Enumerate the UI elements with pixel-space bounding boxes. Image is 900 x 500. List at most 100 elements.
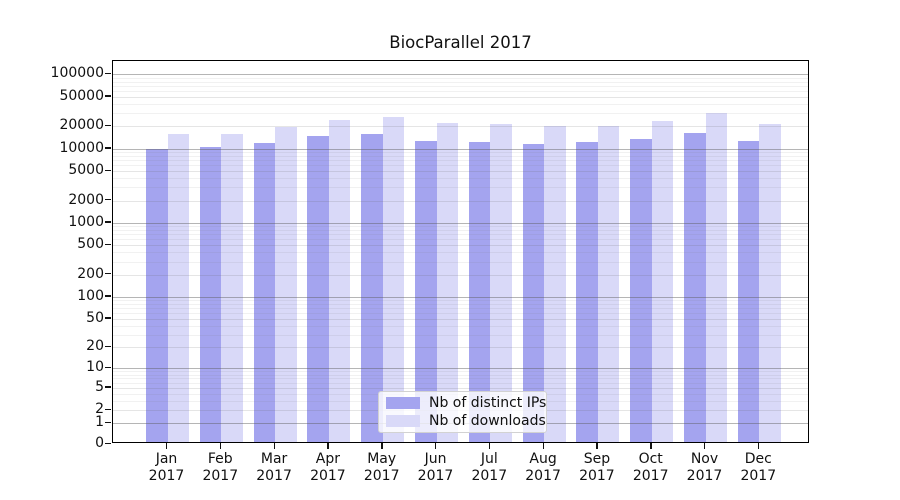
gridline-30000 bbox=[113, 113, 808, 115]
y-tick-50000 bbox=[105, 95, 111, 97]
x-tick-month: Nov bbox=[690, 451, 719, 467]
gridline-30 bbox=[113, 334, 808, 336]
gridline-40000 bbox=[113, 104, 808, 106]
y-tick-label-50000: 50000 bbox=[59, 87, 104, 104]
y-tick-0 bbox=[105, 442, 111, 444]
x-tick-feb bbox=[219, 443, 222, 449]
y-tick-200 bbox=[105, 273, 111, 275]
legend-swatch-downloads bbox=[386, 414, 420, 427]
y-tick-label-200: 200 bbox=[77, 265, 104, 282]
y-tick-20000 bbox=[105, 124, 111, 127]
gridline-200 bbox=[113, 274, 808, 276]
gridline-70 bbox=[113, 308, 808, 310]
y-tick-label-10000: 10000 bbox=[59, 139, 104, 156]
x-tick-year: 2017 bbox=[256, 468, 292, 484]
bar-apr-ips bbox=[307, 136, 329, 442]
y-tick-10000 bbox=[105, 147, 111, 149]
y-tick-1 bbox=[105, 421, 111, 424]
legend-swatch-distinct-ips bbox=[386, 397, 420, 410]
x-tick-label-sep: Sep 2017 bbox=[565, 451, 629, 485]
bar-jul-downloads bbox=[490, 124, 512, 442]
y-tick-label-1: 1 bbox=[95, 414, 104, 431]
bar-nov-ips bbox=[684, 133, 706, 442]
x-tick-year: 2017 bbox=[632, 468, 669, 484]
y-tick-500 bbox=[105, 243, 111, 246]
x-tick-year: 2017 bbox=[417, 468, 454, 484]
gridline-9 bbox=[113, 371, 808, 373]
gridline-6000 bbox=[113, 165, 808, 167]
x-tick-label-nov: Nov 2017 bbox=[673, 451, 737, 485]
y-tick-label-20: 20 bbox=[86, 338, 104, 355]
y-tick-5 bbox=[105, 386, 111, 388]
y-tick-label-10: 10 bbox=[86, 359, 104, 376]
gridline-900 bbox=[113, 226, 808, 228]
x-tick-year: 2017 bbox=[310, 468, 346, 484]
gridline-20000 bbox=[113, 126, 808, 128]
x-tick-year: 2017 bbox=[525, 468, 561, 484]
x-tick-nov bbox=[704, 443, 706, 449]
x-tick-label-oct: Oct 2017 bbox=[619, 451, 683, 485]
legend-item-distinct-ips: Nb of distinct IPs bbox=[386, 395, 546, 411]
x-tick-label-jan: Jan 2017 bbox=[135, 451, 199, 485]
x-tick-month: May bbox=[367, 451, 397, 467]
gridline-50000 bbox=[113, 96, 808, 98]
gridline-60 bbox=[113, 313, 808, 315]
gridline-50 bbox=[113, 318, 808, 320]
x-tick-month: Aug bbox=[529, 451, 557, 467]
y-tick-label-100: 100 bbox=[77, 287, 104, 304]
x-tick-jan bbox=[166, 443, 168, 449]
bar-apr-downloads bbox=[328, 119, 351, 442]
gridline-500 bbox=[113, 245, 808, 247]
gridline-300 bbox=[113, 261, 808, 263]
bar-oct-ips bbox=[630, 138, 652, 442]
x-tick-year: 2017 bbox=[148, 468, 185, 484]
gridline-20 bbox=[113, 347, 808, 349]
y-tick-2 bbox=[105, 408, 111, 410]
bar-dec-downloads bbox=[759, 123, 781, 442]
x-tick-month: Jun bbox=[424, 451, 447, 467]
x-tick-month: Oct bbox=[638, 451, 663, 467]
gridline-2000 bbox=[113, 200, 808, 202]
x-tick-year: 2017 bbox=[686, 468, 723, 484]
plot-area bbox=[112, 60, 809, 443]
x-tick-year: 2017 bbox=[740, 468, 777, 484]
y-tick-label-500: 500 bbox=[77, 236, 104, 253]
bar-jan-ips bbox=[146, 149, 168, 442]
bar-jun-ips bbox=[415, 141, 437, 442]
x-tick-oct bbox=[650, 443, 652, 449]
bar-may-downloads bbox=[382, 116, 405, 442]
gridline-10 bbox=[113, 368, 808, 370]
x-tick-label-jun: Jun 2017 bbox=[404, 451, 468, 485]
bar-aug-downloads bbox=[544, 125, 566, 442]
y-tick-label-1000: 1000 bbox=[68, 213, 104, 230]
x-tick-label-may: May 2017 bbox=[350, 451, 414, 485]
x-tick-month: Sep bbox=[583, 451, 611, 467]
x-tick-label-mar: Mar 2017 bbox=[242, 451, 306, 485]
y-tick-10 bbox=[105, 366, 111, 369]
legend-item-downloads: Nb of downloads bbox=[386, 413, 546, 429]
x-tick-label-jul: Jul 2017 bbox=[457, 451, 521, 485]
bar-sep-downloads bbox=[597, 125, 620, 442]
gridline-8000 bbox=[113, 155, 808, 157]
bar-mar-downloads bbox=[275, 127, 297, 442]
gridline-60000 bbox=[113, 90, 808, 92]
grid-layer bbox=[113, 61, 808, 442]
bar-oct-downloads bbox=[651, 121, 674, 442]
x-tick-month: Jan bbox=[155, 451, 178, 467]
x-tick-month: Feb bbox=[207, 451, 233, 467]
x-tick-year: 2017 bbox=[363, 468, 400, 484]
bar-sep-ips bbox=[576, 142, 598, 442]
bar-jul-ips bbox=[468, 141, 491, 442]
gridline-600 bbox=[113, 239, 808, 241]
bar-nov-downloads bbox=[705, 112, 727, 442]
x-tick-may bbox=[381, 443, 383, 449]
y-tick-label-2: 2 bbox=[95, 401, 104, 418]
y-tick-1000 bbox=[105, 221, 111, 223]
gridline-3000 bbox=[113, 187, 808, 189]
legend-label-downloads: Nb of downloads bbox=[429, 412, 546, 429]
x-tick-label-aug: Aug 2017 bbox=[511, 451, 575, 485]
gridline-7 bbox=[113, 378, 808, 380]
x-tick-year: 2017 bbox=[202, 468, 239, 484]
y-tick-label-2000: 2000 bbox=[68, 191, 104, 208]
